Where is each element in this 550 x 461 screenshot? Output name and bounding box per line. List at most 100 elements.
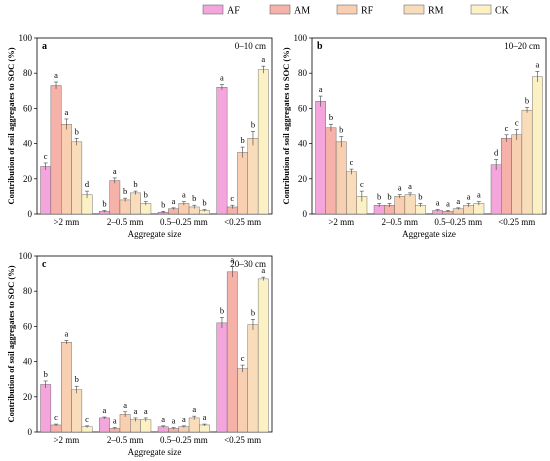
bar-rm: [71, 389, 83, 433]
significance-letter: a: [203, 412, 207, 422]
bar-af: [99, 417, 110, 433]
significance-letter: c: [230, 193, 234, 203]
plot-area-frame: [36, 255, 273, 433]
bar-rf: [61, 342, 72, 433]
depth-label: 20–30 cm: [230, 259, 266, 269]
bar-rm: [247, 138, 259, 215]
bar-rf: [335, 141, 347, 215]
panel-letter: b: [317, 41, 323, 52]
panel-letter: c: [42, 259, 47, 270]
significance-letter: a: [398, 183, 402, 193]
x-axis-label: Aggregate size: [402, 229, 456, 239]
legend-swatch-rf: [336, 4, 358, 15]
x-tick-label: <0.25 mm: [498, 217, 535, 227]
bar-rm: [521, 109, 533, 215]
x-tick-label: >2 mm: [328, 217, 354, 227]
bar-am: [109, 180, 121, 215]
significance-letter: b: [75, 374, 79, 384]
legend-label-rm: RM: [428, 6, 444, 17]
y-axis-label: Contribution of soil aggregates to SOC (…: [6, 265, 16, 422]
x-tick-label: 2–0.5 mm: [107, 217, 144, 227]
x-tick-label: 0.5–0.25 mm: [434, 217, 482, 227]
x-tick-label: 2–0.5 mm: [107, 435, 144, 445]
significance-letter: a: [64, 107, 68, 117]
panel-letter: a: [42, 41, 47, 52]
y-tick-label: 100: [19, 33, 33, 43]
depth-label: 0–10 cm: [235, 41, 266, 51]
significance-letter: a: [408, 181, 412, 191]
x-axis-label: Aggregate size: [128, 229, 182, 239]
significance-letter: a: [64, 328, 68, 338]
significance-letter: a: [113, 416, 117, 426]
significance-letter: b: [202, 198, 206, 208]
y-tick-label: 0: [303, 209, 308, 219]
x-tick-label: 0.5–0.25 mm: [160, 217, 208, 227]
y-tick-label: 80: [298, 68, 308, 78]
y-tick-label: 80: [23, 68, 33, 78]
y-tick-label: 60: [298, 103, 308, 113]
significance-letter: b: [387, 191, 391, 201]
significance-letter: b: [251, 307, 255, 317]
significance-letter: a: [192, 404, 196, 414]
significance-letter: c: [85, 414, 89, 424]
significance-letter: b: [161, 199, 165, 209]
bar-am: [50, 85, 62, 215]
significance-letter: a: [182, 190, 186, 200]
significance-letter: b: [339, 125, 343, 135]
significance-letter: a: [172, 196, 176, 206]
bar-am: [325, 127, 337, 215]
x-tick-label: 0.5–0.25 mm: [160, 435, 208, 445]
bar-af: [40, 384, 52, 433]
y-tick-label: 60: [23, 321, 33, 331]
significance-letter: b: [525, 96, 529, 106]
bar-rm: [346, 171, 357, 215]
significance-letter: a: [182, 414, 186, 424]
significance-letter: c: [54, 412, 58, 422]
significance-letter: c: [360, 179, 364, 189]
significance-letter: b: [220, 306, 224, 316]
depth-label: 10–20 cm: [504, 41, 540, 51]
significance-letter: b: [75, 126, 79, 136]
legend-swatch-ck: [470, 4, 492, 15]
significance-letter: d: [494, 147, 499, 157]
x-tick-label: <0.25 mm: [224, 217, 261, 227]
significance-letter: b: [123, 186, 127, 196]
y-tick-label: 20: [298, 174, 308, 184]
x-tick-label: >2 mm: [53, 217, 79, 227]
bar-ck: [199, 424, 210, 433]
significance-letter: a: [134, 406, 138, 416]
significance-letter: b: [251, 119, 255, 129]
legend-label-rf: RF: [361, 6, 374, 17]
bar-rm: [71, 141, 83, 215]
significance-letter: b: [102, 198, 106, 208]
bar-rf: [237, 152, 248, 215]
significance-letter: a: [319, 84, 323, 94]
significance-letter: a: [144, 406, 148, 416]
legend-label-ck: CK: [495, 6, 510, 17]
significance-letter: a: [161, 414, 165, 424]
legend-swatch-af: [202, 4, 224, 15]
bar-af: [490, 164, 502, 215]
significance-letter: b: [329, 112, 333, 122]
y-tick-label: 60: [23, 103, 33, 113]
bar-am: [50, 424, 62, 433]
significance-letter: c: [515, 118, 519, 128]
bar-rm: [404, 194, 416, 215]
bar-ck: [531, 76, 543, 215]
significance-letter: a: [220, 73, 224, 83]
y-tick-label: 0: [28, 427, 33, 437]
significance-letter: c: [44, 151, 48, 161]
significance-letter: a: [172, 416, 176, 426]
bar-rf: [394, 196, 406, 215]
y-tick-label: 80: [23, 286, 33, 296]
significance-letter: a: [261, 54, 265, 64]
significance-letter: b: [192, 193, 196, 203]
x-axis-label: Aggregate size: [128, 447, 182, 457]
bar-af: [40, 166, 52, 215]
bar-rm: [247, 324, 259, 433]
significance-letter: c: [350, 157, 354, 167]
significance-letter: a: [446, 198, 450, 208]
plot-area-frame: [36, 37, 273, 215]
x-tick-label: >2 mm: [53, 435, 79, 445]
